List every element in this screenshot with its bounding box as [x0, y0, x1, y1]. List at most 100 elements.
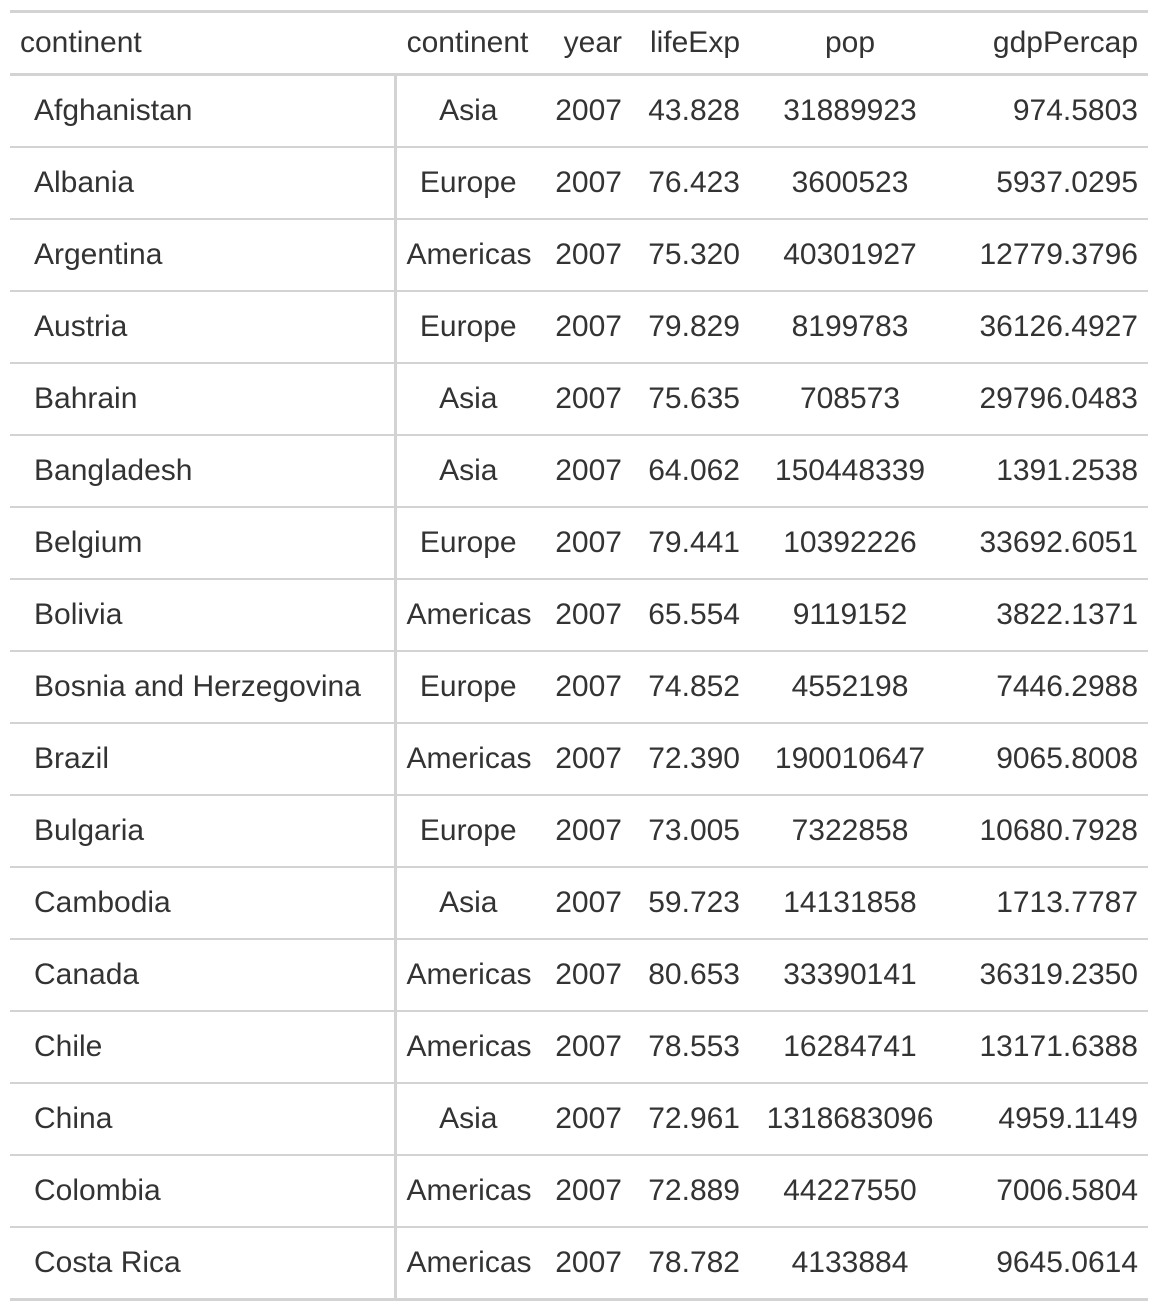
gdppercap-cell: 1391.2538: [950, 434, 1148, 507]
country-cell: China: [10, 1082, 397, 1155]
table-row: Cambodia Asia 2007 59.723 14131858 1713.7787: [10, 866, 1148, 939]
year-cell: 2007: [540, 362, 632, 435]
table-row: Brazil Americas 2007 72.390 190010647 9065.80…: [10, 722, 1148, 795]
lifeexp-cell: 80.653: [632, 938, 750, 1011]
year-cell: 2007: [555, 94, 622, 127]
country-cell: Albania: [10, 146, 397, 219]
lifeexp-cell: 72.390: [632, 722, 750, 795]
year-cell: 2007: [540, 1154, 632, 1227]
year-cell: 2007: [540, 578, 632, 651]
gdppercap-cell: 7006.5804: [950, 1154, 1148, 1227]
gdppercap-cell: 36319.2350: [950, 938, 1148, 1011]
table-row: Bulgaria Europe 2007 73.005 7322858 10680.792…: [10, 794, 1148, 867]
pop-cell: 31889923: [783, 94, 917, 127]
table-row: China Asia 2007 72.961 1318683096 4959.1149: [10, 1082, 1148, 1155]
lifeexp-cell: 65.554: [632, 578, 750, 651]
continent-cell: Americas: [395, 578, 540, 651]
country-cell: Afghanistan: [10, 74, 397, 147]
pop-cell: 10392226: [750, 506, 950, 579]
lifeexp-cell: 79.829: [632, 290, 750, 363]
year-cell: 2007: [540, 1082, 632, 1155]
lifeexp-cell: 59.723: [632, 866, 750, 939]
pop-cell: 9119152: [750, 578, 950, 651]
table-row: Chile Americas 2007 78.553 16284741 13171.638…: [10, 1010, 1148, 1083]
continent-cell: Americas: [395, 1154, 540, 1227]
gdppercap-cell: 13171.6388: [950, 1010, 1148, 1083]
continent-cell: Asia: [395, 1082, 540, 1155]
lifeexp-cell: 74.852: [632, 650, 750, 723]
lifeexp-cell: 79.441: [632, 506, 750, 579]
continent-cell: Europe: [395, 794, 540, 867]
data-table-container: continent continent year lifeExp pop gdp…: [10, 10, 1148, 1301]
country-cell: Bosnia and Herzegovina: [10, 650, 397, 723]
continent-cell: Asia: [439, 94, 498, 127]
country-cell: Bulgaria: [10, 794, 397, 867]
gdppercap-cell: 974.5803: [1012, 94, 1138, 127]
country-cell: Argentina: [10, 218, 397, 291]
gdppercap-cell: 33692.6051: [950, 506, 1148, 579]
continent-cell: Asia: [395, 866, 540, 939]
header-row: continent continent year lifeExp pop gdp…: [10, 11, 1148, 75]
country-cell: Brazil: [10, 722, 397, 795]
year-cell: 2007: [540, 794, 632, 867]
pop-cell: 190010647: [750, 722, 950, 795]
lifeexp-cell: 75.320: [632, 218, 750, 291]
gdppercap-cell: 9645.0614: [950, 1226, 1148, 1301]
gdppercap-cell: 5937.0295: [950, 146, 1148, 219]
column-header-lifeexp: lifeExp: [649, 26, 740, 59]
table-row: Bolivia Americas 2007 65.554 9119152 3822.137…: [10, 578, 1148, 651]
country-cell: Bahrain: [10, 362, 397, 435]
country-cell: Bangladesh: [10, 434, 397, 507]
table-row: Austria Europe 2007 79.829 8199783 36126.4927: [10, 290, 1148, 363]
pop-cell: 44227550: [750, 1154, 950, 1227]
table-row: Costa Rica Americas 2007 78.782 4133884 9645.…: [10, 1226, 1148, 1301]
table-row: Colombia Americas 2007 72.889 44227550 7006.5…: [10, 1154, 1148, 1227]
year-cell: 2007: [540, 218, 632, 291]
gdppercap-cell: 1713.7787: [950, 866, 1148, 939]
year-cell: 2007: [540, 722, 632, 795]
continent-cell: Europe: [395, 506, 540, 579]
lifeexp-cell: 64.062: [632, 434, 750, 507]
pop-cell: 708573: [750, 362, 950, 435]
continent-cell: Americas: [395, 1010, 540, 1083]
column-header-stub: continent: [20, 26, 142, 59]
pop-cell: 4552198: [750, 650, 950, 723]
year-cell: 2007: [540, 290, 632, 363]
continent-cell: Europe: [395, 146, 540, 219]
table-row: Bangladesh Asia 2007 64.062 150448339 1391.25…: [10, 434, 1148, 507]
gdppercap-cell: 9065.8008: [950, 722, 1148, 795]
column-header-continent: continent: [406, 26, 529, 59]
table-row: Bahrain Asia 2007 75.635 708573 29796.0483: [10, 362, 1148, 435]
year-cell: 2007: [540, 938, 632, 1011]
pop-cell: 1318683096: [750, 1082, 950, 1155]
continent-cell: Americas: [395, 1226, 540, 1301]
country-cell: Cambodia: [10, 866, 397, 939]
gdppercap-cell: 29796.0483: [950, 362, 1148, 435]
gdppercap-cell: 4959.1149: [950, 1082, 1148, 1155]
lifeexp-cell: 78.553: [632, 1010, 750, 1083]
lifeexp-cell: 78.782: [632, 1226, 750, 1301]
table-row: Bosnia and Herzegovina Europe 2007 74.852 45…: [10, 650, 1148, 723]
country-cell: Austria: [10, 290, 397, 363]
pop-cell: 150448339: [750, 434, 950, 507]
lifeexp-cell: 72.889: [632, 1154, 750, 1227]
pop-cell: 40301927: [750, 218, 950, 291]
year-cell: 2007: [540, 650, 632, 723]
continent-cell: Americas: [395, 938, 540, 1011]
continent-cell: Asia: [395, 362, 540, 435]
country-cell: Belgium: [10, 506, 397, 579]
country-cell: Chile: [10, 1010, 397, 1083]
lifeexp-cell: 75.635: [632, 362, 750, 435]
lifeexp-cell: 43.828: [648, 94, 740, 127]
column-header-year: year: [563, 26, 622, 59]
lifeexp-cell: 76.423: [632, 146, 750, 219]
year-cell: 2007: [540, 434, 632, 507]
pop-cell: 8199783: [750, 290, 950, 363]
pop-cell: 14131858: [750, 866, 950, 939]
gdppercap-cell: 10680.7928: [950, 794, 1148, 867]
country-cell: Colombia: [10, 1154, 397, 1227]
column-header-gdppercap: gdpPercap: [992, 26, 1138, 59]
pop-cell: 3600523: [750, 146, 950, 219]
column-header-pop: pop: [824, 26, 876, 59]
year-cell: 2007: [540, 146, 632, 219]
